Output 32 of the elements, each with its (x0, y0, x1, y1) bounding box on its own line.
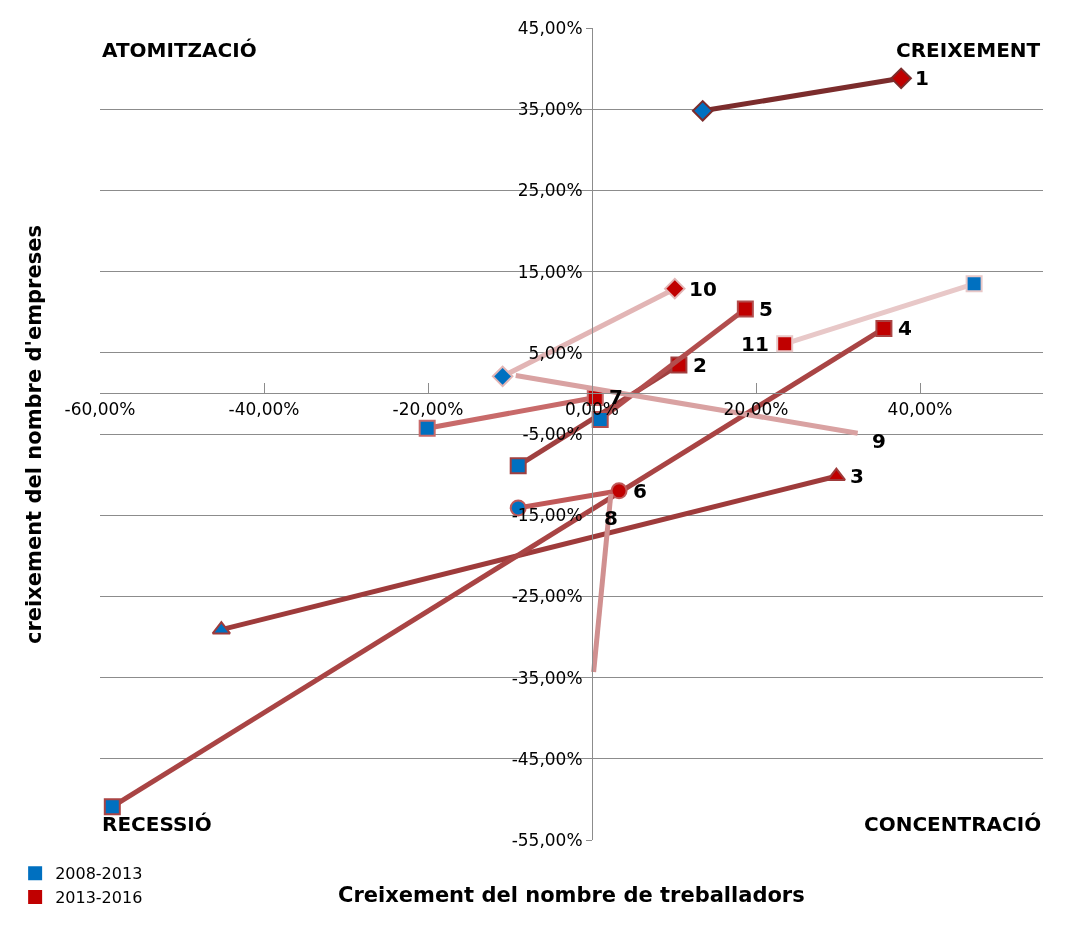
x-tick-label: 40,00% (887, 398, 953, 419)
y-tick-label: -35,00% (511, 667, 583, 688)
annotation: 4 (898, 316, 912, 340)
annotation: 1 (915, 66, 929, 90)
y-tick-label: -55,00% (511, 829, 583, 850)
annotation: 6 (633, 479, 647, 503)
y-tick-label: 5,00% (528, 342, 583, 363)
y-tick-label: -25,00% (511, 586, 583, 607)
y-tick-label: 35,00% (517, 99, 583, 120)
y-tick-label: 25,00% (517, 180, 583, 201)
annotation: 3 (850, 464, 864, 488)
annotation: ATOMITZACIÓ (102, 38, 257, 62)
annotation: CREIXEMENT (896, 38, 1041, 62)
x-tick-label: -60,00% (64, 398, 136, 419)
annotation: 11 (741, 332, 769, 356)
annotation: CONCENTRACIÓ (864, 812, 1042, 836)
y-tick-label: 45,00% (517, 17, 583, 38)
x-tick-label: -40,00% (228, 398, 300, 419)
annotation: 5 (759, 297, 773, 321)
annotation: 2 (693, 353, 707, 377)
annotation: 9 (872, 429, 886, 453)
annotation: 10 (689, 277, 717, 301)
x-tick-label: -20,00% (392, 398, 464, 419)
x-tick-label: 20,00% (723, 398, 789, 419)
legend-label: 2013-2016 (55, 888, 143, 908)
y-tick-label: -45,00% (511, 748, 583, 769)
x-axis-title: Creixement del nombre de treballadors (338, 883, 805, 907)
y-axis-title: creixement del nombre d'empreses (21, 225, 46, 644)
legend-label: 2008-2013 (55, 864, 143, 884)
y-tick-label: 15,00% (517, 261, 583, 282)
annotation: RECESSIÓ (102, 812, 212, 836)
annotation: 8 (604, 506, 618, 530)
